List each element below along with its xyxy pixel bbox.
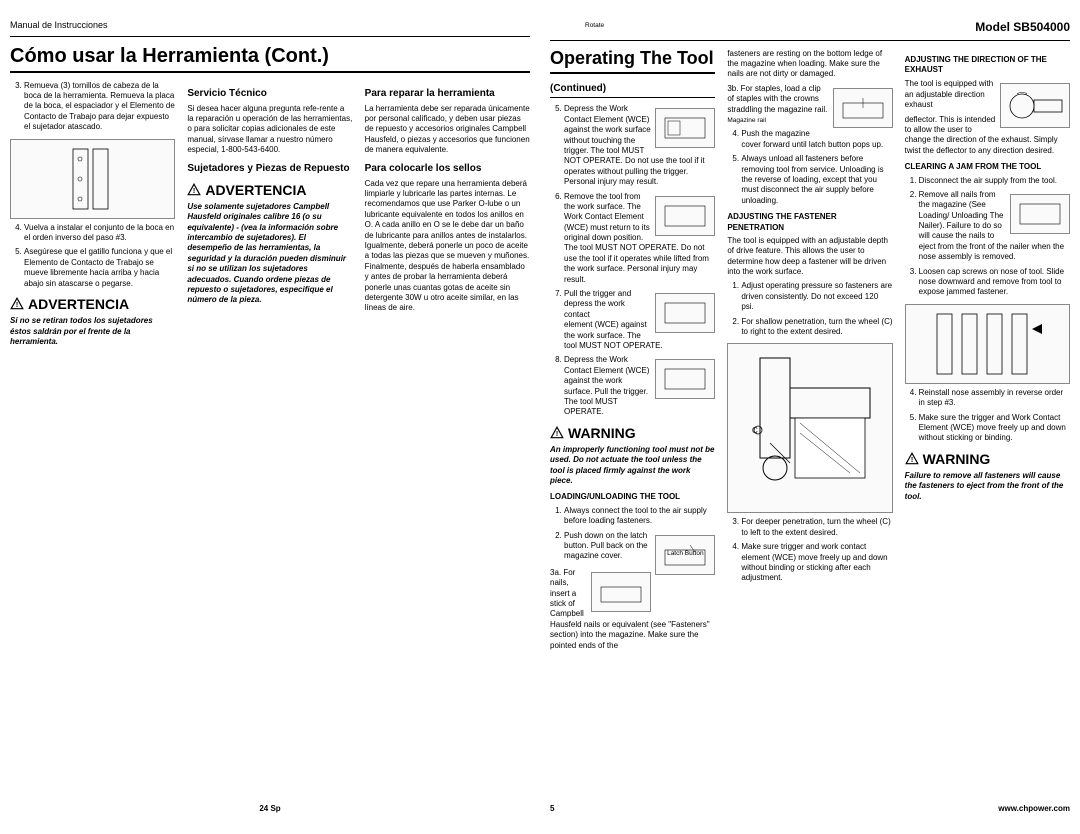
left-col2: Servicio Técnico Si desea hacer alguna p… [187, 81, 352, 814]
sellos-p: Cada vez que repare una herramienta debe… [365, 179, 530, 314]
nose-diagram [10, 139, 175, 219]
op-step6-text-b: The tool MUST NOT OPERATE. Do not use th… [564, 243, 715, 285]
jam-4: Reinstall nose assembly in reverse order… [919, 388, 1070, 409]
load-2: Latch Button Push down on the latch butt… [564, 531, 715, 562]
step-4: Vuelva a instalar el conjunto de la boca… [24, 223, 175, 244]
svg-text:!: ! [16, 302, 18, 309]
op-step6: Remove the tool from the work surface. T… [564, 192, 715, 286]
op-step5: Depress the Work Contact Element (WCE) a… [564, 104, 715, 187]
url: www.chpower.com [998, 804, 1070, 814]
page-num: 5 [550, 804, 554, 814]
right-header: Model SB504000 [550, 20, 1070, 41]
adj-4: Make sure trigger and work contact eleme… [741, 542, 892, 584]
warning-op-label: WARNING [568, 424, 636, 442]
latch-fig: Latch Button [655, 535, 715, 575]
warning-1-label: ADVERTENCIA [28, 295, 129, 313]
nails-fig [591, 572, 651, 612]
exhaust-h: ADJUSTING THE DIRECTION OF THE EXHAUST [905, 55, 1070, 76]
latch-label: Latch Button [667, 550, 704, 558]
adj-2: For shallow penetration, turn the wheel … [741, 317, 892, 338]
right-col1: Operating The Tool (Continued) Depress t… [550, 49, 715, 814]
jam-2: Remove all nails from the magazine (See … [919, 190, 1070, 263]
continued: (Continued) [550, 82, 715, 98]
adj-1: Adjust operating pressure so fasteners a… [741, 281, 892, 312]
right-col3: ADJUSTING THE DIRECTION OF THE EXHAUST R… [905, 49, 1070, 814]
tool-fig-5 [655, 108, 715, 148]
staples-fig [833, 88, 893, 128]
load-3a-text: 3a. For nails, insert a stick of Campbel… [550, 568, 584, 629]
op-step8-text: Depress the Work Contact Element (WCE) [564, 355, 649, 374]
tool-fig-6 [655, 196, 715, 236]
depth-diagram: C [727, 343, 892, 513]
mag-rail-label: Magazine rail [727, 117, 766, 124]
left-header: Manual de Instrucciones [10, 20, 530, 37]
warning-icon: ! [187, 183, 201, 197]
left-footer: 24 Sp [10, 804, 530, 814]
svg-text:!: ! [193, 188, 195, 195]
op-step7-text: Pull the trigger and depress the work co… [564, 289, 631, 319]
left-col1: Remueva (3) tornillos de cabeza de la bo… [10, 81, 175, 814]
tool-fig-7 [655, 293, 715, 333]
step-3: Remueva (3) tornillos de cabeza de la bo… [24, 81, 175, 133]
warning-1-text: Si no se retiran todos los sujetadores é… [10, 316, 175, 347]
header-text: Manual de Instrucciones [10, 20, 108, 32]
col2-p1: fasteners are resting on the bottom ledg… [727, 49, 892, 80]
jam-2-text: Remove all nails from the magazine (See [919, 190, 996, 209]
right-title: Operating The Tool [550, 49, 715, 75]
left-columns: Remueva (3) tornillos de cabeza de la bo… [10, 81, 530, 814]
penetration-h: ADJUSTING THE FASTENER PENETRATION [727, 212, 892, 233]
warning-jam: ! WARNING [905, 450, 1070, 468]
sujetadores-h: Sujetadores y Piezas de Repuesto [187, 162, 352, 175]
load-4: Push the magazine cover forward until la… [741, 129, 892, 150]
left-col3: Para reparar la herramienta La herramien… [365, 81, 530, 814]
right-col2: fasteners are resting on the bottom ledg… [727, 49, 892, 814]
right-footer: 5 www.chpower.com [550, 804, 1070, 814]
servicio-h: Servicio Técnico [187, 87, 352, 100]
reparar-p: La herramienta debe ser reparada únicame… [365, 104, 530, 156]
jam-5: Make sure the trigger and Work Contact E… [919, 413, 1070, 444]
exhaust-p-text: The tool is equipped with an adjustable … [905, 79, 994, 109]
op-step8: Depress the Work Contact Element (WCE) a… [564, 355, 715, 417]
warning-jam-label: WARNING [923, 450, 991, 468]
warning-icon: ! [905, 452, 919, 466]
exhaust-fig: Rotate [1000, 83, 1070, 128]
op-step7: Pull the trigger and depress the work co… [564, 289, 715, 351]
warning-jam-text: Failure to remove all fasteners will cau… [905, 471, 1070, 502]
left-title: Cómo usar la Herramienta (Cont.) [10, 45, 530, 73]
servicio-p: Si desea hacer alguna pregunta refe-rent… [187, 104, 352, 156]
warning-op: ! WARNING [550, 424, 715, 442]
adj-3: For deeper penetration, turn the wheel (… [741, 517, 892, 538]
svg-text:!: ! [556, 431, 558, 438]
right-page: Model SB504000 Operating The Tool (Conti… [550, 20, 1070, 814]
warning-1: ! ADVERTENCIA [10, 295, 175, 313]
rotate-label: Rotate [585, 22, 604, 30]
jam-1: Disconnect the air supply from the tool. [919, 176, 1070, 186]
penetration-p: The tool is equipped with an adjustable … [727, 236, 892, 278]
warning-op-text: An improperly functioning tool must not … [550, 445, 715, 487]
jam-fig-2 [1010, 194, 1070, 234]
svg-text:!: ! [910, 457, 912, 464]
tool-fig-8 [655, 359, 715, 399]
warning-icon: ! [10, 297, 24, 311]
warning-2-label: ADVERTENCIA [205, 181, 306, 199]
loading-h: LOADING/UNLOADING THE TOOL [550, 492, 715, 502]
warning-2-text: Use solamente sujetadores Campbell Hausf… [187, 202, 352, 306]
reparar-h: Para reparar la herramienta [365, 87, 530, 100]
load-2-text: Push down on the latch button. Pull back… [564, 531, 648, 561]
right-columns: Operating The Tool (Continued) Depress t… [550, 49, 1070, 814]
load-3b-text: 3b. For staples, load a clip of staples … [727, 84, 827, 114]
warning-2: ! ADVERTENCIA [187, 181, 352, 199]
jam-3: Loosen cap screws on nose of tool. Slide… [919, 267, 1070, 298]
op-step6-text: Remove the tool from the work surface. T… [564, 192, 650, 243]
jam-h: CLEARING A JAM FROM THE TOOL [905, 162, 1070, 172]
step-5: Asegúrese que el gatillo funciona y que … [24, 247, 175, 289]
left-page: Manual de Instrucciones Cómo usar la Her… [10, 20, 530, 814]
model-text: Model SB504000 [975, 20, 1070, 36]
load-5: Always unload all fasteners before remov… [741, 154, 892, 206]
load-1: Always connect the tool to the air suppl… [564, 506, 715, 527]
warning-icon: ! [550, 426, 564, 440]
jam-diagram [905, 304, 1070, 384]
sellos-h: Para colocarle los sellos [365, 162, 530, 175]
